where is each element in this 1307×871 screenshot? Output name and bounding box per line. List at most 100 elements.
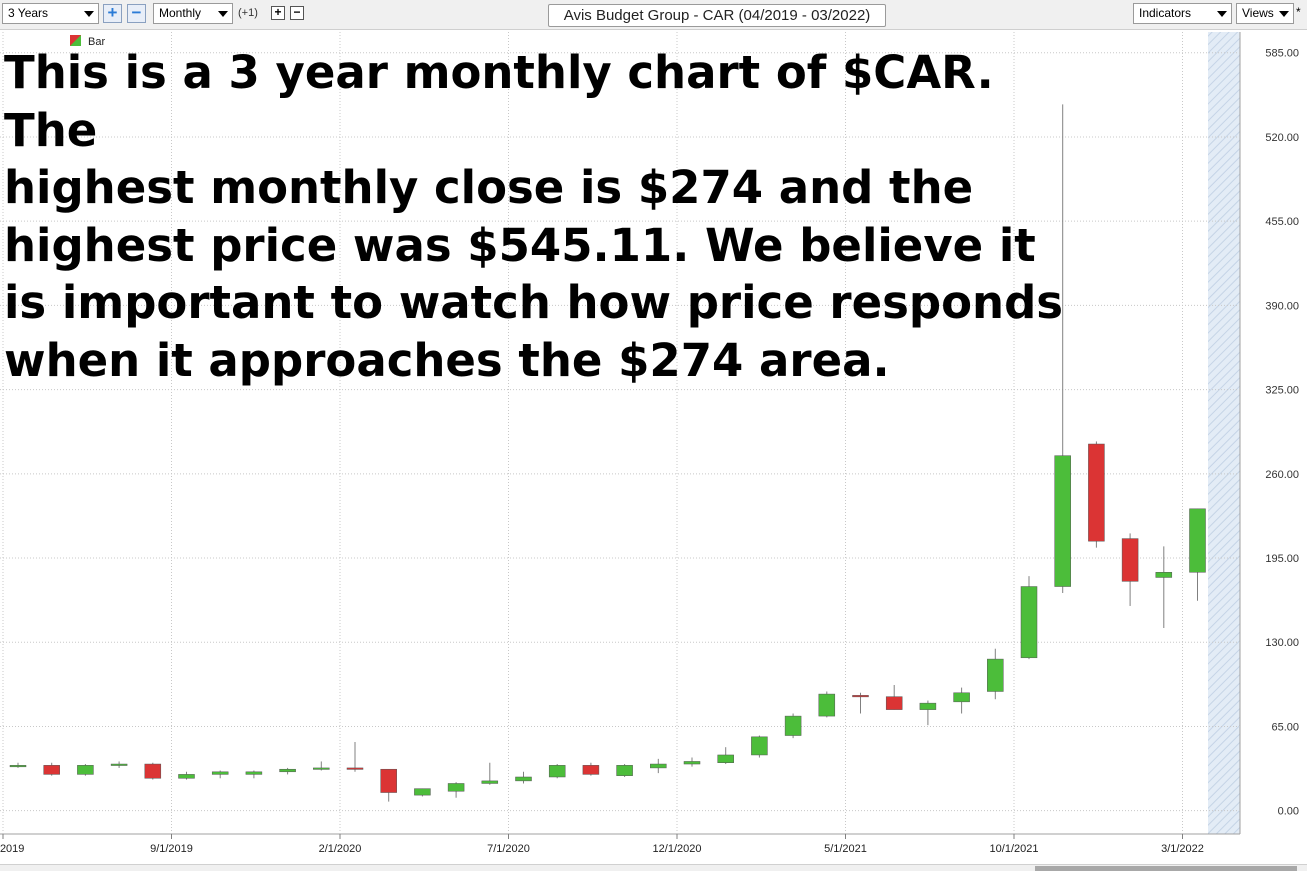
candle-body — [515, 776, 532, 782]
candle-body — [313, 767, 330, 770]
zoom-in-button[interactable]: + — [103, 4, 122, 23]
price-tick-label: 0.00 — [1278, 806, 1299, 818]
candle-body — [245, 771, 263, 775]
date-tick-label: 10/1/2021 — [990, 843, 1039, 855]
date-axis: 4/1/2019 9/1/2019 2/1/2020 7/1/2020 12/1/202… — [0, 834, 1204, 855]
candle-body — [784, 715, 802, 736]
candle-body — [1155, 572, 1173, 578]
candles — [9, 104, 1206, 802]
candle — [650, 758, 667, 774]
minus-icon: − — [293, 5, 301, 19]
indicators-dropdown-label: Indicators — [1139, 6, 1192, 20]
candle-body — [852, 695, 869, 698]
price-tick-label: 130.00 — [1265, 637, 1299, 649]
candle — [852, 692, 869, 714]
candle-body — [43, 765, 60, 775]
candle-body — [9, 765, 27, 768]
candle — [9, 762, 27, 768]
candle-body — [1020, 586, 1038, 659]
offset-decrease-button[interactable]: − — [290, 6, 304, 20]
interval-dropdown-label: Monthly — [159, 6, 202, 20]
candle — [245, 770, 263, 779]
interval-dropdown[interactable]: Monthly — [153, 3, 233, 24]
candle-body — [919, 702, 937, 710]
candle — [616, 764, 633, 777]
date-tick-label: 5/1/2021 — [824, 843, 867, 855]
plus-icon: + — [274, 5, 282, 19]
candle — [1020, 576, 1038, 660]
candle-body — [1088, 443, 1105, 542]
price-tick-label: 455.00 — [1265, 216, 1299, 228]
candle — [414, 788, 431, 797]
chart-title: Avis Budget Group - CAR (04/2019 - 03/20… — [548, 4, 886, 27]
candle-body — [414, 788, 431, 796]
legend-label: Bar — [88, 36, 105, 48]
future-area — [1208, 32, 1240, 834]
candle — [178, 771, 195, 780]
date-tick-label: 2/1/2020 — [319, 843, 362, 855]
candle — [1155, 546, 1173, 628]
candle — [380, 768, 397, 802]
candle-body — [818, 693, 836, 717]
candle-body — [885, 696, 903, 710]
candle-body — [582, 765, 600, 775]
candle — [818, 691, 836, 718]
legend-swatch-up — [70, 35, 81, 46]
chevron-down-icon — [84, 11, 94, 17]
indicators-dropdown[interactable]: Indicators — [1133, 3, 1232, 24]
horizontal-scrollbar[interactable] — [0, 864, 1307, 871]
chevron-down-icon — [218, 11, 228, 17]
candle — [987, 648, 1004, 700]
period-dropdown[interactable]: 3 Years — [2, 3, 99, 24]
candle — [144, 762, 162, 780]
price-tick-label: 585.00 — [1265, 48, 1299, 60]
date-tick-label: 12/1/2020 — [653, 843, 702, 855]
candle — [1088, 441, 1105, 548]
date-tick-label: 9/1/2019 — [150, 843, 193, 855]
candle-body — [178, 774, 195, 779]
candle-body — [987, 658, 1004, 692]
price-tick-label: 520.00 — [1265, 132, 1299, 144]
views-dropdown-label: Views — [1242, 6, 1274, 20]
candle — [683, 757, 701, 767]
candle-body — [346, 767, 364, 770]
candle — [582, 762, 600, 776]
legend: Bar — [70, 35, 105, 48]
candle-body — [110, 763, 128, 766]
views-modified-marker: * — [1296, 5, 1301, 19]
zoom-out-button[interactable]: − — [127, 4, 146, 23]
scrollbar-thumb[interactable] — [1035, 866, 1297, 871]
candle — [885, 685, 903, 710]
candle-body — [751, 736, 768, 756]
date-tick-label: 7/1/2020 — [487, 843, 530, 855]
candle-body — [380, 768, 397, 793]
candlestick-chart[interactable]: 0.00 65.00 130.00 195.00 260.00 325.00 390.00 4… — [0, 30, 1307, 864]
candle — [211, 770, 229, 779]
candle — [784, 713, 802, 739]
offset-increase-button[interactable]: + — [271, 6, 285, 20]
candle — [919, 700, 937, 726]
annotation-text: This is a 3 year monthly chart of $CAR. … — [4, 46, 1064, 387]
offset-label: (+1) — [238, 7, 258, 19]
date-tick-label: 4/1/2019 — [0, 843, 24, 855]
candle — [1189, 508, 1206, 601]
candle — [1121, 533, 1139, 606]
price-tick-label: 325.00 — [1265, 385, 1299, 397]
candle — [313, 761, 330, 771]
date-tick-label: 3/1/2022 — [1161, 843, 1204, 855]
candle-body — [650, 763, 667, 769]
chevron-down-icon — [1279, 11, 1289, 17]
candle-body — [953, 692, 970, 703]
candle — [110, 761, 128, 768]
candle-body — [548, 765, 566, 778]
candle — [279, 767, 296, 775]
candle — [481, 762, 499, 785]
candle — [953, 687, 970, 714]
price-axis: 0.00 65.00 130.00 195.00 260.00 325.00 390.00 4… — [1265, 48, 1299, 818]
candle — [515, 771, 532, 784]
candle-body — [616, 765, 633, 776]
candle — [548, 764, 566, 779]
price-tick-label: 195.00 — [1265, 553, 1299, 565]
views-dropdown[interactable]: Views — [1236, 3, 1294, 24]
candle-body — [683, 761, 701, 765]
